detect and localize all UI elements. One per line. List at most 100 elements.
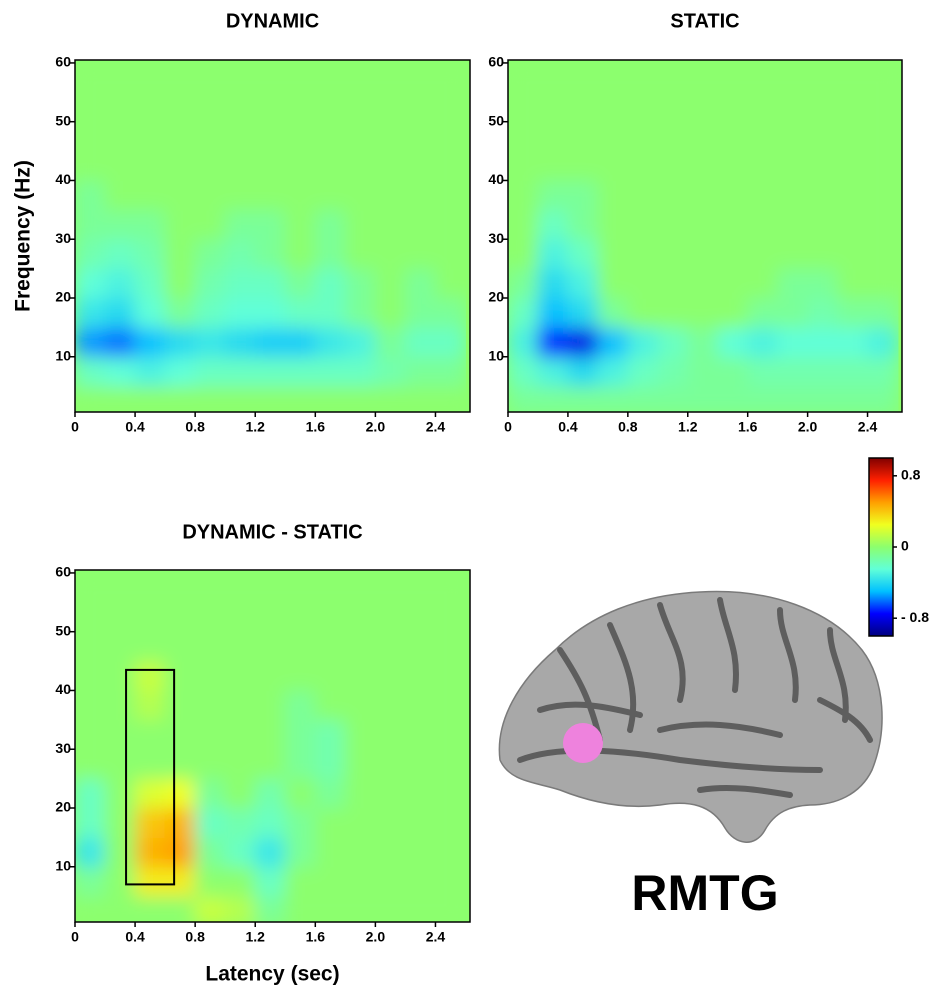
heatmap-cell [434, 660, 466, 691]
heatmap-cell [344, 601, 376, 633]
heatmap-cell [314, 297, 346, 328]
heatmap-cell [254, 91, 286, 123]
heatmap-cell [254, 601, 286, 633]
heatmap-cell [75, 121, 106, 152]
heatmap-cell [404, 268, 436, 299]
heatmap-cell [164, 601, 196, 633]
heatmap-cell [104, 179, 136, 211]
heatmap-cell [404, 631, 436, 662]
heatmap-cell [224, 385, 256, 412]
heatmap-cell [837, 297, 869, 328]
y-tick-label: 50 [55, 622, 71, 638]
heatmap-cell [224, 150, 256, 181]
heatmap-cell [254, 660, 286, 691]
heatmap-cell [747, 209, 779, 240]
heatmap-cell [344, 121, 376, 152]
colorbar-tick-label: 0 [901, 538, 909, 554]
heatmap-cell [314, 121, 346, 152]
heatmap-cell [537, 238, 569, 270]
heatmap-cell [75, 209, 106, 240]
heatmap-cell [627, 238, 659, 270]
heatmap-cell [224, 836, 256, 868]
heatmap-cell [134, 209, 166, 240]
heatmap-cell [807, 238, 839, 270]
heatmap-cell [284, 121, 316, 152]
highlight-box [125, 668, 176, 886]
heatmap-cell [164, 297, 196, 328]
heatmap-cell [224, 238, 256, 270]
heatmap-cell [254, 268, 286, 299]
heatmap-cell [164, 91, 196, 123]
heatmap-cell [104, 297, 136, 328]
heatmap-cell [254, 836, 286, 868]
heatmap-cell [254, 150, 286, 181]
heatmap-cell [314, 356, 346, 387]
heatmap-cell [867, 385, 899, 412]
colorbar: 0.8 0 - 0.8 [868, 457, 929, 637]
heatmap-cells [75, 62, 466, 412]
y-tick-label: 10 [55, 857, 71, 873]
heatmap-cell [747, 121, 779, 152]
heatmap-cell [164, 179, 196, 211]
heatmap-cell [134, 748, 166, 780]
heatmap-cell [314, 91, 346, 123]
heatmap-cell [687, 326, 719, 358]
heatmap-cell [164, 719, 196, 750]
heatmap-cell [75, 807, 106, 838]
heatmap-cell [777, 326, 809, 358]
heatmap-cell [687, 356, 719, 387]
heatmap-cell [374, 895, 406, 922]
heatmap-cell [404, 601, 436, 633]
heatmap-cell [224, 895, 256, 922]
heatmap-cell [104, 807, 136, 838]
heatmap-cell [344, 748, 376, 780]
heatmap-cell [314, 836, 346, 868]
heatmap-cell [104, 689, 136, 721]
heatmap-cell [344, 326, 376, 358]
heatmap-cell [194, 778, 226, 809]
heatmap-cell [224, 778, 256, 809]
plot-frame [507, 59, 903, 413]
heatmap-cell [567, 150, 599, 181]
heatmap-cell [224, 268, 256, 299]
heatmap-cell [284, 689, 316, 721]
y-tick-label: 30 [488, 230, 504, 246]
heatmap-cell [747, 91, 779, 123]
heatmap-cell [717, 150, 749, 181]
y-tick-label: 40 [55, 171, 71, 187]
heatmap-cell [657, 268, 689, 299]
heatmap-cell [75, 179, 106, 211]
heatmap-panel: DYNAMIC - STATIC 0 0.4 0.8 1.2 1.6 2.0 2.4 10 20 3… [55, 521, 471, 986]
heatmap-cell [194, 326, 226, 358]
heatmap-cell [777, 91, 809, 123]
heatmap-cell [104, 121, 136, 152]
heatmap-cell [374, 807, 406, 838]
heatmap-cell [134, 631, 166, 662]
heatmap-cell [374, 689, 406, 721]
heatmap-cell [134, 866, 166, 897]
heatmap-cell [314, 238, 346, 270]
heatmap-cell [374, 836, 406, 868]
heatmap-cell [164, 778, 196, 809]
heatmap-cell [224, 297, 256, 328]
heatmap-cells [508, 62, 899, 412]
heatmap-cell [314, 689, 346, 721]
heatmap-cell [508, 385, 539, 412]
heatmap-cell [164, 836, 196, 868]
heatmap-cell [537, 179, 569, 211]
heatmap-cell [134, 807, 166, 838]
heatmap-cell [508, 238, 539, 270]
heatmap-cell [344, 268, 376, 299]
heatmap-cell [194, 268, 226, 299]
heatmap-cell [537, 385, 569, 412]
heatmap-cell [867, 121, 899, 152]
heatmap-cell [194, 631, 226, 662]
heatmap-cell [597, 297, 629, 328]
heatmap-cell [164, 895, 196, 922]
heatmap-cell [194, 62, 226, 93]
heatmap-cell [807, 297, 839, 328]
heatmap-cell [747, 150, 779, 181]
heatmap-cell [254, 807, 286, 838]
x-tick-label: 0.4 [125, 929, 145, 945]
heatmap-cell [194, 866, 226, 897]
